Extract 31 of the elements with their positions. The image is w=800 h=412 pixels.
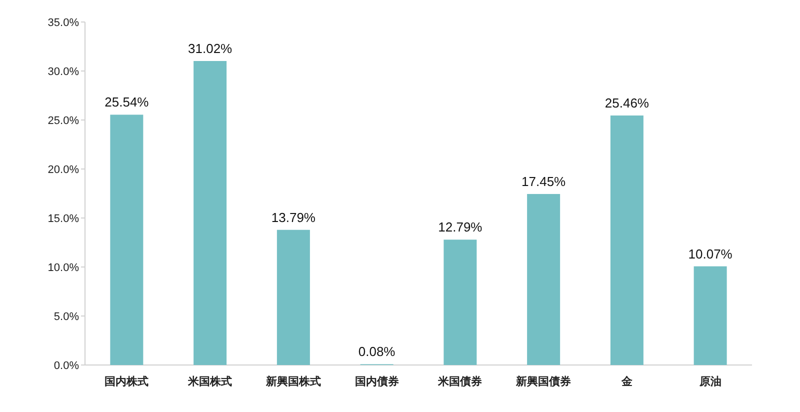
y-tick-label: 10.0% xyxy=(48,262,80,274)
y-tick-label: 30.0% xyxy=(48,66,80,78)
data-label: 13.79% xyxy=(271,210,316,225)
data-label: 31.02% xyxy=(188,41,233,56)
bar xyxy=(694,266,727,365)
x-tick-label: 金 xyxy=(620,375,634,388)
y-tick-label: 5.0% xyxy=(54,311,80,323)
x-tick-label: 国内株式 xyxy=(104,375,149,388)
y-tick-label: 15.0% xyxy=(48,213,80,225)
x-tick-label: 国内債券 xyxy=(354,375,400,388)
data-label: 0.08% xyxy=(358,344,396,360)
bar xyxy=(194,61,227,365)
bar xyxy=(527,194,560,365)
data-label: 12.79% xyxy=(438,220,483,235)
x-tick-label: 米国債券 xyxy=(437,375,484,388)
y-tick-label: 0.0% xyxy=(54,360,80,372)
bar xyxy=(444,240,477,365)
x-tick-label: 新興国債券 xyxy=(515,375,572,388)
bar xyxy=(276,230,310,365)
y-tick-label: 25.0% xyxy=(48,115,80,127)
bar xyxy=(610,115,644,365)
data-label: 10.07% xyxy=(688,246,733,262)
data-label: 17.45% xyxy=(522,174,566,189)
x-tick-label: 新興国株式 xyxy=(264,375,321,388)
y-tick-label: 35.0% xyxy=(48,17,80,29)
x-tick-label: 原油 xyxy=(698,375,722,388)
bar xyxy=(110,114,144,365)
x-tick-label: 米国株式 xyxy=(187,375,232,388)
y-tick-label: 20.0% xyxy=(48,164,80,176)
data-label: 25.46% xyxy=(604,95,650,110)
data-label: 25.54% xyxy=(104,94,150,110)
